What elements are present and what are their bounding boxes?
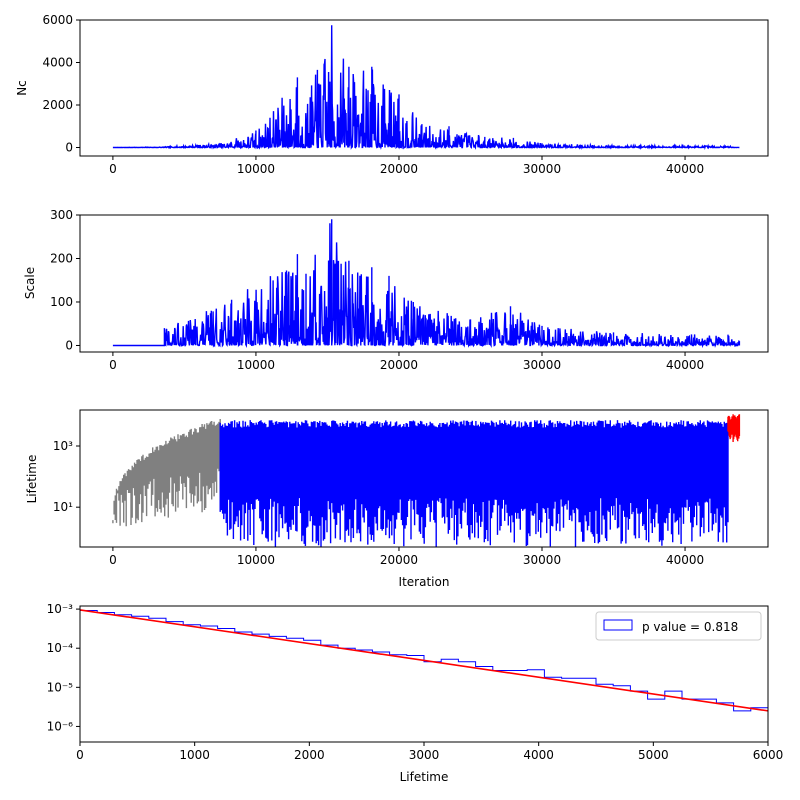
lifetime-ticks: 0 10000 20000 30000 40000 10³ 10¹ bbox=[53, 439, 704, 567]
fit-line bbox=[79, 609, 769, 712]
panel-scale: 0 10000 20000 30000 40000 0 100 200 300 Scale bbox=[23, 208, 769, 372]
ytick-label: 0 bbox=[65, 338, 73, 352]
panel-lifetime: 0 10000 20000 30000 40000 10³ 10¹ Lifetime Ite… bbox=[25, 409, 769, 589]
xtick-label: 0 bbox=[109, 553, 117, 567]
ytick-label: 10⁻⁴ bbox=[47, 641, 74, 655]
series-line bbox=[112, 25, 740, 151]
lifetime-band bbox=[219, 420, 729, 547]
ytick-label: 10⁻⁵ bbox=[47, 680, 74, 694]
xtick-label: 30000 bbox=[523, 358, 561, 372]
xtick-label: 10000 bbox=[237, 358, 275, 372]
xtick-label: 1000 bbox=[179, 748, 210, 762]
nc-axes-frame bbox=[79, 19, 769, 157]
xtick-label: 20000 bbox=[380, 162, 418, 176]
panel-histogram: 0 1000 2000 3000 4000 5000 6000 10⁻³ 10⁻⁴ 10⁻⁵ 10⁻… bbox=[47, 602, 784, 784]
nc-marks bbox=[112, 25, 740, 151]
histogram-marks bbox=[79, 609, 769, 712]
ytick-label: 0 bbox=[65, 141, 73, 155]
lifetime-band bbox=[727, 414, 741, 442]
histogram-ticks: 0 1000 2000 3000 4000 5000 6000 10⁻³ 10⁻⁴ 10⁻⁵ 10⁻… bbox=[47, 602, 784, 762]
ytick-label: 10⁻³ bbox=[47, 602, 74, 616]
xtick-label: 40000 bbox=[666, 358, 704, 372]
xtick-label: 2000 bbox=[294, 748, 325, 762]
xtick-label: 20000 bbox=[380, 553, 418, 567]
scale-ylabel: Scale bbox=[23, 267, 37, 299]
lifetime-marks bbox=[112, 414, 741, 547]
histogram-steps bbox=[80, 610, 769, 712]
xtick-label: 10000 bbox=[237, 553, 275, 567]
ytick-label: 2000 bbox=[42, 98, 73, 112]
ytick-label: 6000 bbox=[42, 13, 73, 27]
xtick-label: 0 bbox=[109, 162, 117, 176]
xtick-label: 0 bbox=[76, 748, 84, 762]
ytick-label: 10⁻⁶ bbox=[47, 719, 74, 733]
xtick-label: 10000 bbox=[237, 162, 275, 176]
nc-ticks: 0 10000 20000 30000 40000 0 2000 4000 6000 bbox=[42, 13, 704, 176]
scale-axes-frame bbox=[79, 214, 769, 353]
xtick-label: 30000 bbox=[523, 553, 561, 567]
ytick-label: 10¹ bbox=[53, 500, 73, 514]
ytick-label: 10³ bbox=[53, 439, 73, 453]
xtick-label: 3000 bbox=[409, 748, 440, 762]
legend-label: p value = 0.818 bbox=[642, 620, 738, 634]
ytick-label: 200 bbox=[50, 251, 73, 265]
xtick-label: 4000 bbox=[523, 748, 554, 762]
panel-nc: 0 10000 20000 30000 40000 0 2000 4000 6000 Nc bbox=[15, 13, 769, 176]
histogram-legend: p value = 0.818 bbox=[595, 611, 762, 641]
xtick-label: 40000 bbox=[666, 162, 704, 176]
lifetime-axes-frame bbox=[79, 409, 769, 548]
xtick-label: 20000 bbox=[380, 358, 418, 372]
nc-ylabel: Nc bbox=[15, 80, 29, 96]
lifetime-xlabel: Iteration bbox=[399, 575, 450, 589]
ytick-label: 4000 bbox=[42, 56, 73, 70]
lifetime-ylabel: Lifetime bbox=[25, 455, 39, 504]
legend-swatch bbox=[603, 619, 633, 631]
xtick-label: 0 bbox=[109, 358, 117, 372]
scale-ticks: 0 10000 20000 30000 40000 0 100 200 300 bbox=[50, 208, 704, 372]
ytick-label: 100 bbox=[50, 295, 73, 309]
legend-box bbox=[595, 611, 762, 641]
xtick-label: 6000 bbox=[753, 748, 784, 762]
series-line bbox=[112, 219, 741, 349]
xtick-label: 30000 bbox=[523, 162, 561, 176]
lifetime-series bbox=[112, 414, 741, 547]
xtick-label: 40000 bbox=[666, 553, 704, 567]
histogram-xlabel: Lifetime bbox=[400, 770, 449, 784]
scale-marks bbox=[112, 219, 741, 349]
ytick-label: 300 bbox=[50, 208, 73, 222]
lifetime-band bbox=[112, 419, 221, 527]
xtick-label: 5000 bbox=[638, 748, 669, 762]
